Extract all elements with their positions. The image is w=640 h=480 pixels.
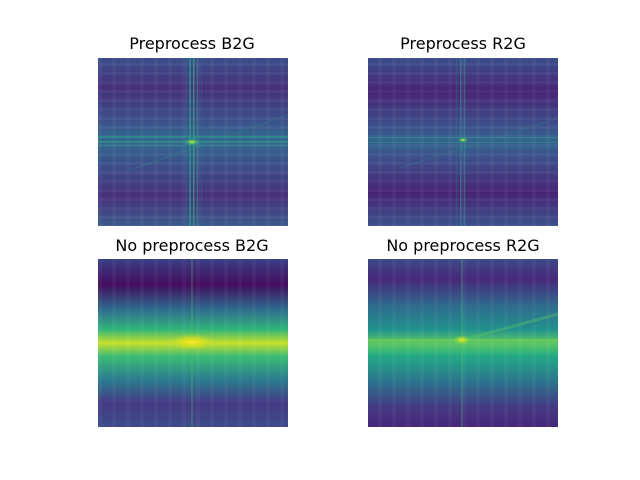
vertical-line xyxy=(456,58,457,226)
diagonal-streak xyxy=(399,117,559,169)
panel-title: Preprocess B2G xyxy=(129,34,255,53)
panel-title: No preprocess B2G xyxy=(115,236,268,255)
panel-title: Preprocess R2G xyxy=(400,34,526,53)
diagonal-streak xyxy=(469,312,559,340)
central-peak xyxy=(170,334,214,350)
central-peak xyxy=(457,137,469,143)
horizontal-line xyxy=(98,136,288,138)
panel-preprocess-b2g: Preprocess B2G xyxy=(98,34,289,226)
horizontal-line xyxy=(98,132,288,133)
central-peak xyxy=(452,335,472,345)
diagonal-streak xyxy=(129,114,289,171)
panel-title: No preprocess R2G xyxy=(386,236,539,255)
central-peak xyxy=(183,138,201,146)
horizontal-line xyxy=(368,147,558,148)
panel-no-preprocess-b2g: No preprocess B2G xyxy=(98,236,288,427)
panel-no-preprocess-r2g: No preprocess R2G xyxy=(368,236,559,427)
panel-preprocess-r2g: Preprocess R2G xyxy=(368,34,559,226)
